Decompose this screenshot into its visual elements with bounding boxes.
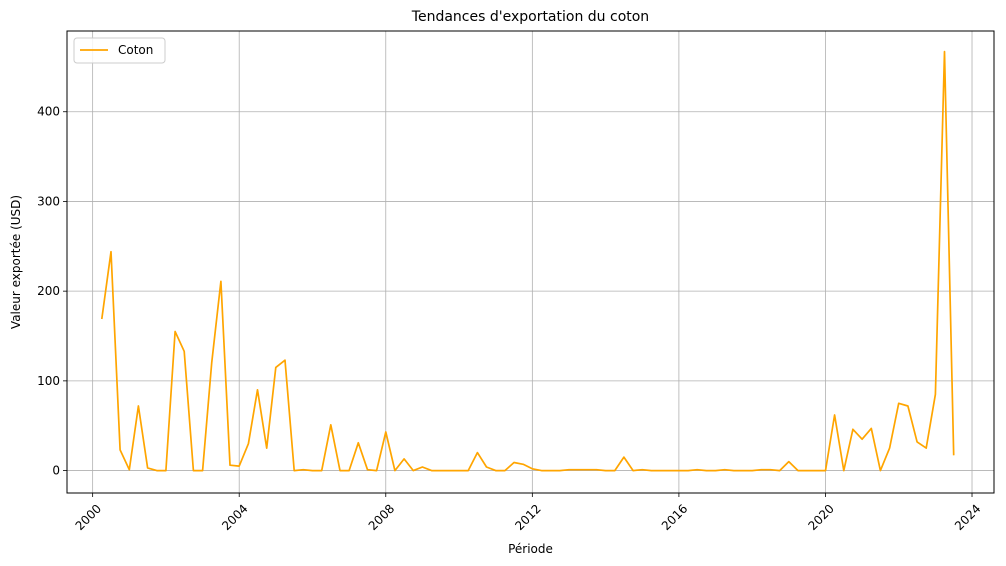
x-tick-label: 2024 <box>952 502 983 533</box>
x-tick-label: 2020 <box>805 502 836 533</box>
series-line-coton <box>100 50 955 472</box>
x-tick-label: 2000 <box>73 502 104 533</box>
y-tick-label: 400 <box>37 105 60 119</box>
x-tick-label: 2016 <box>659 502 690 533</box>
x-tick-label: 2004 <box>219 502 250 533</box>
y-axis-label: Valeur exportée (USD) <box>9 195 23 329</box>
legend-label-coton: Coton <box>118 43 153 57</box>
axis-ticks: 2000 2004 2008 2012 2016 2020 2024 0 100 200 300 40… <box>37 105 983 533</box>
y-tick-label: 200 <box>37 284 60 298</box>
legend-box <box>73 37 166 64</box>
plot-frame <box>66 30 995 494</box>
y-tick-label: 0 <box>52 464 60 478</box>
x-tick-label: 2008 <box>366 502 397 533</box>
legend: Coton <box>73 37 166 64</box>
x-tick-label: 2012 <box>512 502 543 533</box>
x-axis-label: Période <box>508 542 553 556</box>
y-tick-label: 300 <box>37 194 60 208</box>
series-layer <box>100 50 955 472</box>
grid-lines <box>67 31 994 493</box>
chart-title: Tendances d'exportation du coton <box>411 9 649 25</box>
y-tick-label: 100 <box>37 374 60 388</box>
